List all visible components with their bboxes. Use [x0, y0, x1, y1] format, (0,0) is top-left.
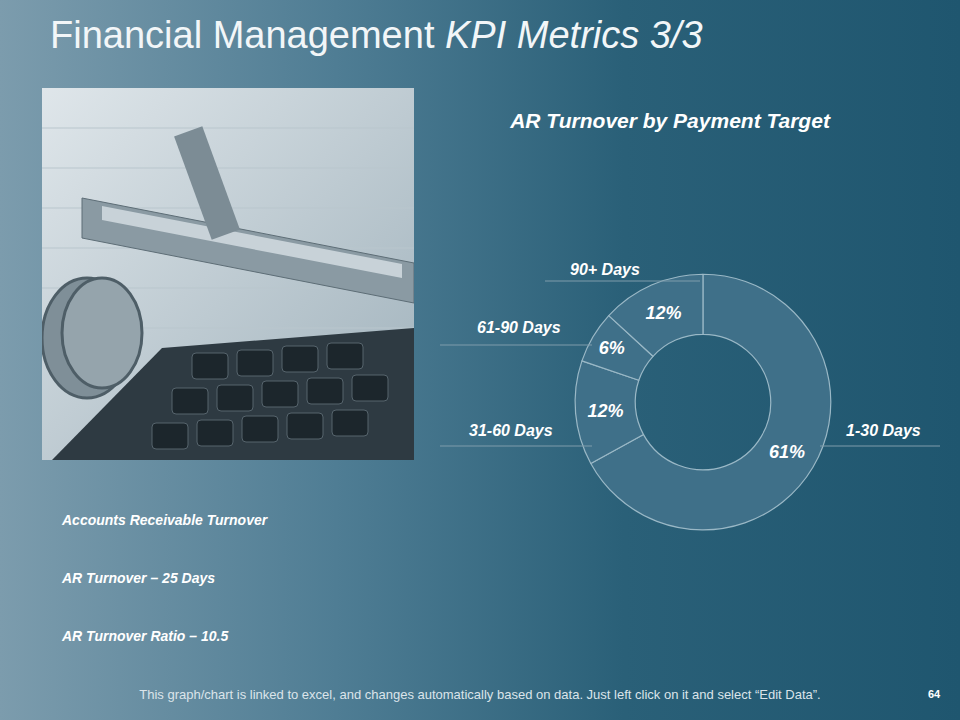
html-text:64: 64 [928, 688, 941, 700]
svg-text:31-60 Days: 31-60 Days [469, 422, 553, 439]
svg-text:AR Turnover by Payment Target: AR Turnover by Payment Target [509, 109, 831, 132]
html-text:Financial Management KPI Metri: Financial Management KPI Metrics 3/3 [50, 14, 703, 56]
svg-text:1-30 Days: 1-30 Days [846, 422, 921, 439]
html-text:AR Turnover Ratio – 10.5: AR Turnover Ratio – 10.5 [62, 628, 229, 644]
svg-text:6%: 6% [599, 338, 625, 358]
html-text:Accounts Receivable Turnover: Accounts Receivable Turnover [62, 512, 268, 528]
svg-text:12%: 12% [588, 401, 624, 421]
svg-text:12%: 12% [646, 303, 682, 323]
html-text:AR Turnover – 25 Days: AR Turnover – 25 Days [62, 570, 215, 586]
html-text:This graph/chart is linked to: This graph/chart is linked to excel, and… [139, 687, 821, 702]
svg-text:61-90 Days: 61-90 Days [477, 319, 561, 336]
svg-text:61%: 61% [769, 442, 805, 462]
svg-text:90+ Days: 90+ Days [570, 261, 640, 278]
